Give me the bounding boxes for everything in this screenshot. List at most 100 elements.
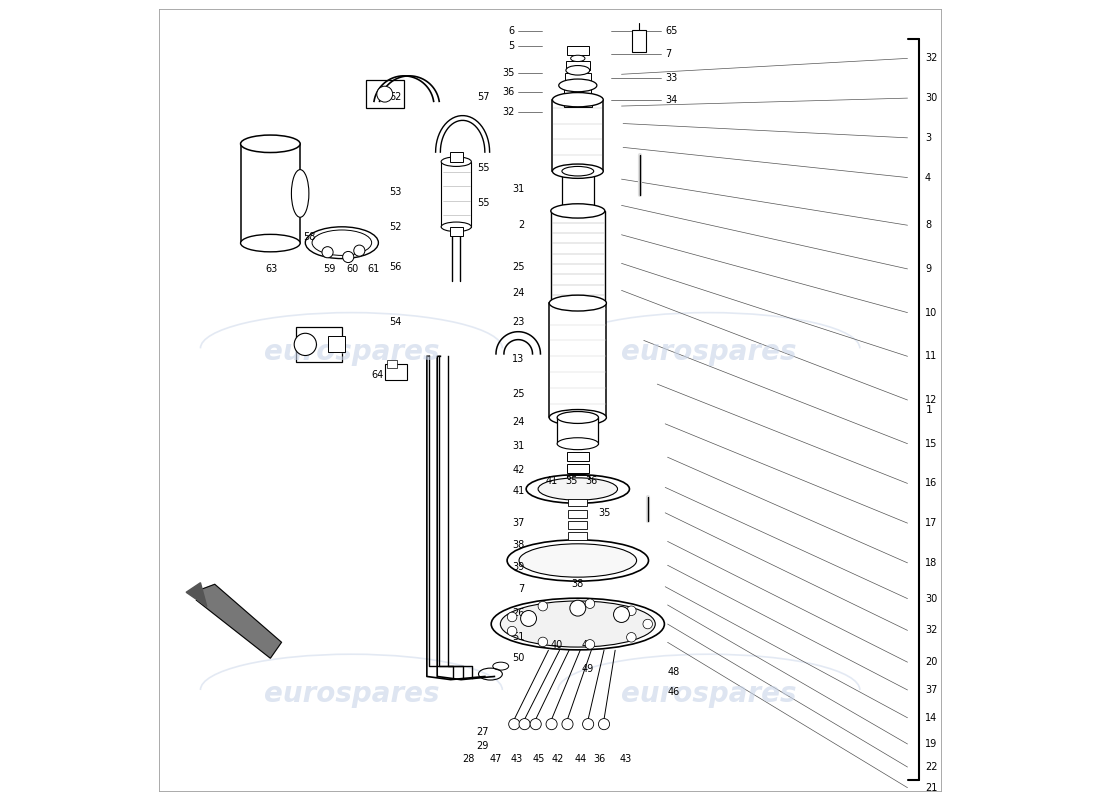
Text: 29: 29 — [476, 741, 488, 750]
Text: 16: 16 — [925, 478, 937, 489]
Text: 50: 50 — [513, 653, 525, 663]
Bar — [566, 46, 588, 55]
Bar — [569, 498, 587, 506]
Bar — [569, 510, 587, 518]
Text: 6: 6 — [508, 26, 515, 35]
Text: 49: 49 — [582, 663, 594, 674]
Text: 35: 35 — [502, 68, 515, 78]
Text: 60: 60 — [346, 264, 359, 274]
Ellipse shape — [441, 222, 472, 231]
Text: 41: 41 — [546, 476, 558, 486]
Text: 32: 32 — [925, 626, 937, 635]
Circle shape — [322, 246, 333, 258]
Text: 31: 31 — [513, 441, 525, 451]
Bar — [450, 227, 463, 236]
Circle shape — [546, 718, 558, 730]
Text: 43: 43 — [619, 754, 631, 764]
Text: 22: 22 — [925, 762, 937, 772]
Bar — [385, 364, 407, 380]
Text: 25: 25 — [513, 389, 525, 398]
Text: 11: 11 — [925, 351, 937, 362]
Ellipse shape — [507, 540, 649, 581]
Ellipse shape — [538, 478, 617, 500]
Ellipse shape — [549, 410, 606, 426]
Text: eurospares: eurospares — [621, 338, 796, 366]
Circle shape — [585, 599, 595, 609]
Bar — [566, 475, 588, 485]
Polygon shape — [197, 584, 282, 658]
Bar — [565, 61, 590, 70]
Ellipse shape — [562, 206, 594, 216]
Circle shape — [377, 86, 393, 102]
Text: 64: 64 — [371, 370, 383, 379]
Text: 51: 51 — [513, 632, 525, 642]
Text: 61: 61 — [367, 264, 380, 274]
Ellipse shape — [492, 598, 664, 650]
Bar — [569, 521, 587, 529]
Text: 26: 26 — [513, 608, 525, 618]
Text: 41: 41 — [513, 486, 525, 496]
Bar — [450, 152, 463, 162]
Text: 25: 25 — [513, 262, 525, 271]
Text: 58: 58 — [304, 232, 316, 242]
Text: 28: 28 — [462, 754, 474, 764]
Circle shape — [294, 334, 317, 355]
Text: 37: 37 — [925, 685, 937, 695]
Bar — [549, 303, 606, 418]
Circle shape — [627, 606, 636, 615]
Text: 65: 65 — [666, 26, 678, 35]
Text: 57: 57 — [477, 91, 490, 102]
Text: 12: 12 — [925, 395, 937, 405]
Circle shape — [507, 626, 517, 636]
Circle shape — [507, 612, 517, 622]
Circle shape — [530, 718, 541, 730]
Text: 43: 43 — [510, 754, 522, 764]
Ellipse shape — [571, 55, 585, 62]
Bar — [387, 360, 397, 368]
Text: 19: 19 — [925, 739, 937, 749]
Bar — [328, 337, 345, 352]
Text: 53: 53 — [389, 187, 402, 197]
Bar — [562, 171, 594, 211]
Text: 24: 24 — [513, 288, 525, 298]
Ellipse shape — [558, 411, 598, 423]
Circle shape — [520, 610, 537, 626]
Ellipse shape — [549, 295, 606, 311]
Text: 56: 56 — [389, 262, 402, 271]
Text: 30: 30 — [925, 594, 937, 604]
Text: 14: 14 — [925, 713, 937, 722]
Text: 8: 8 — [925, 220, 931, 230]
Bar — [558, 418, 598, 444]
Bar — [569, 532, 587, 540]
Text: 37: 37 — [513, 518, 525, 528]
Circle shape — [627, 633, 636, 642]
Bar — [551, 211, 605, 303]
Ellipse shape — [551, 296, 605, 310]
Text: 21: 21 — [925, 782, 937, 793]
Ellipse shape — [552, 93, 603, 107]
Circle shape — [343, 251, 354, 262]
Bar — [552, 100, 603, 171]
Text: eurospares: eurospares — [264, 680, 439, 708]
Text: 17: 17 — [925, 518, 937, 528]
Ellipse shape — [565, 66, 590, 75]
Text: 4: 4 — [925, 173, 931, 182]
Text: 35: 35 — [565, 476, 578, 486]
Text: 3: 3 — [925, 133, 931, 143]
Ellipse shape — [500, 601, 656, 647]
Text: 35: 35 — [597, 508, 611, 518]
Text: 48: 48 — [668, 666, 680, 677]
Text: 7: 7 — [666, 50, 671, 59]
Text: eurospares: eurospares — [264, 338, 439, 366]
Text: 15: 15 — [925, 438, 937, 449]
Text: 18: 18 — [925, 558, 937, 568]
Text: 47: 47 — [490, 754, 503, 764]
Text: 32: 32 — [925, 54, 937, 63]
Text: 52: 52 — [389, 222, 402, 232]
Ellipse shape — [562, 166, 594, 176]
Text: 42: 42 — [513, 465, 525, 475]
Ellipse shape — [526, 474, 629, 503]
Bar — [566, 463, 588, 473]
Ellipse shape — [552, 164, 603, 178]
Ellipse shape — [559, 79, 597, 92]
